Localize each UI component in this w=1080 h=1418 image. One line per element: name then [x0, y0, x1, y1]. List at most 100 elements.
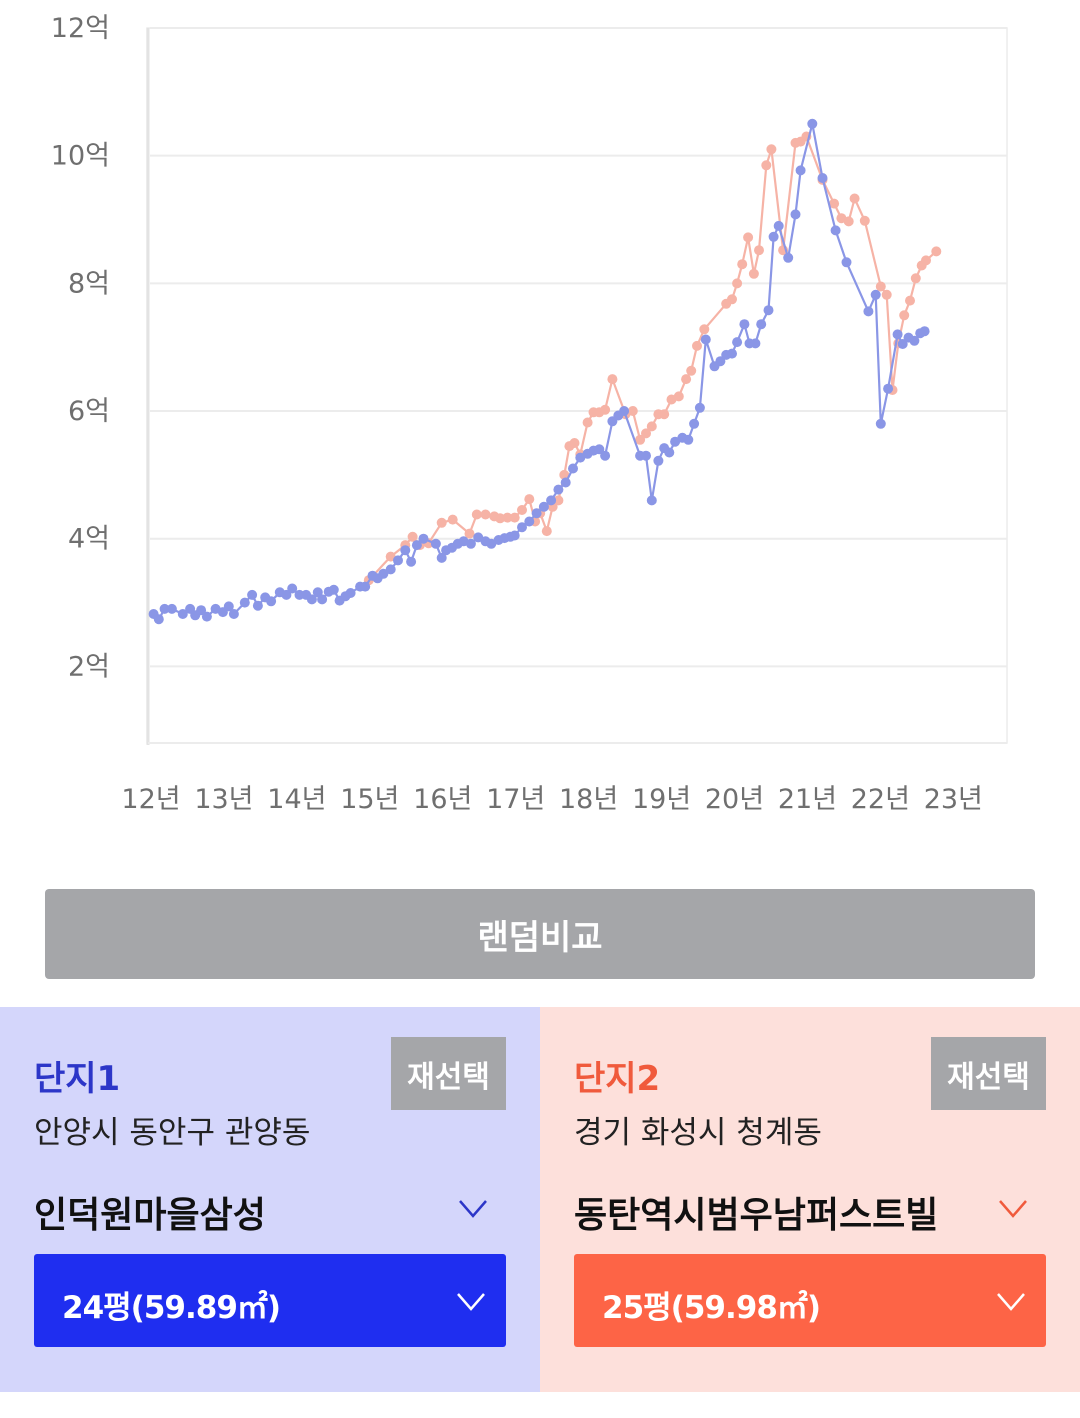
x-tick-label: 19년: [632, 784, 691, 815]
series-1-point: [400, 545, 411, 556]
series-1-point: [201, 611, 212, 622]
series-1-point: [841, 257, 852, 268]
y-tick-label: 4억: [68, 524, 110, 555]
complex1-panel: 단지1 재선택 안양시 동안구 관양동 인덕원마을삼성 24평(59.89㎡): [0, 1007, 540, 1392]
series-1-point: [517, 522, 527, 533]
complex2-reselect-button[interactable]: 재선택: [931, 1037, 1046, 1110]
series-1-point: [619, 406, 630, 416]
series-1-point: [817, 173, 828, 183]
complex1-name-dropdown[interactable]: 인덕원마을삼성: [34, 1182, 506, 1238]
complex2-size-label: 25평(59.98㎡): [602, 1290, 821, 1326]
series-2-point: [692, 340, 702, 351]
x-tick-label: 18년: [559, 784, 618, 815]
series-1-point: [646, 495, 657, 506]
x-tick-label: 23년: [924, 784, 983, 815]
series-2-point: [881, 289, 892, 300]
series-1-point: [909, 335, 920, 346]
complex1-reselect-button[interactable]: 재선택: [391, 1037, 506, 1110]
series-1-point: [750, 338, 761, 349]
series-1-point: [560, 477, 571, 488]
x-tick-label: 22년: [851, 784, 910, 815]
series-1-point: [266, 596, 277, 607]
series-2-point: [905, 295, 915, 306]
series-1-point: [166, 603, 177, 614]
random-compare-button[interactable]: 랜덤비교: [45, 889, 1035, 979]
series-2-point: [849, 193, 860, 204]
series-1-point: [727, 348, 737, 359]
series-2-point: [843, 216, 854, 227]
x-tick-label: 12년: [121, 784, 180, 815]
complex1-name: 인덕원마을삼성: [34, 1195, 266, 1236]
series-1-point: [783, 252, 794, 263]
series-2-point: [641, 428, 651, 439]
series-1-point: [223, 601, 234, 612]
series-1-point: [247, 589, 258, 600]
series-2-point: [732, 278, 743, 289]
series-1-point: [378, 568, 389, 579]
series-2-point: [582, 417, 593, 428]
series-2-point: [607, 374, 618, 385]
series-1-point: [317, 594, 328, 605]
complex2-name: 동탄역시범우남퍼스트빌: [574, 1195, 939, 1236]
series-2-point: [502, 512, 513, 523]
series-2-point: [600, 404, 611, 415]
series-2-point: [447, 514, 458, 525]
complex1-size-label: 24평(59.89㎡): [62, 1290, 281, 1326]
series-2-point: [627, 406, 638, 416]
series-2-point: [899, 310, 910, 321]
complex2-region: 경기 화성시 청계동: [574, 1115, 822, 1151]
plot-frame: [146, 27, 1008, 744]
series-1-point: [568, 463, 578, 474]
series-1-point: [196, 605, 207, 616]
complex2-size-select[interactable]: 25평(59.98㎡): [574, 1254, 1046, 1347]
series-1-point: [641, 450, 651, 461]
series-1-point: [281, 589, 292, 600]
series-1-point: [153, 614, 164, 625]
complex1-size-select[interactable]: 24평(59.89㎡): [34, 1254, 506, 1347]
series-1-point: [795, 165, 806, 176]
series-1-point: [897, 339, 908, 349]
series-1-point: [411, 540, 422, 551]
series-1-point: [919, 326, 930, 337]
series-2-point: [524, 494, 535, 505]
series-2-point: [737, 259, 748, 270]
series-2-point: [569, 438, 580, 448]
series-2-point: [754, 245, 764, 256]
series-1-point: [287, 583, 298, 594]
complex1-region: 안양시 동안구 관양동: [34, 1115, 311, 1151]
series-1-point: [768, 231, 779, 242]
series-1-point: [739, 319, 750, 330]
series-1-point: [670, 436, 681, 447]
series-1-point: [239, 597, 250, 608]
complex2-name-dropdown[interactable]: 동탄역시범우남퍼스트빌: [574, 1182, 1046, 1238]
series-1-point: [524, 516, 535, 527]
series-1-point: [553, 484, 564, 495]
series-1-point: [892, 329, 903, 340]
x-tick-label: 20년: [705, 784, 764, 815]
series-2-point: [407, 531, 418, 542]
series-1-point: [830, 225, 841, 236]
series-1-point: [870, 289, 881, 300]
series-2-point: [686, 365, 697, 376]
series-1-point: [546, 495, 557, 506]
series-2-point: [464, 528, 475, 539]
series-1-point: [863, 306, 874, 317]
series-1-point: [683, 434, 694, 445]
series-2-point: [480, 509, 491, 520]
series-1-point: [430, 538, 441, 549]
series-2-point: [743, 232, 754, 243]
series-1-point: [756, 319, 767, 330]
series-2-point: [910, 273, 921, 284]
y-tick-label: 6억: [68, 396, 110, 427]
series-1-point: [159, 603, 170, 614]
series-2-point: [471, 509, 482, 520]
y-tick-label: 12억: [51, 13, 110, 44]
series-1-point: [306, 594, 317, 605]
series-1-point: [773, 220, 784, 231]
series-2-point: [646, 421, 657, 432]
series-1-point: [763, 305, 774, 316]
series-2-point: [559, 469, 570, 480]
chevron-down-icon: [999, 1200, 1027, 1218]
complex2-title: 단지2: [574, 1059, 661, 1099]
series-1-point: [328, 584, 339, 595]
